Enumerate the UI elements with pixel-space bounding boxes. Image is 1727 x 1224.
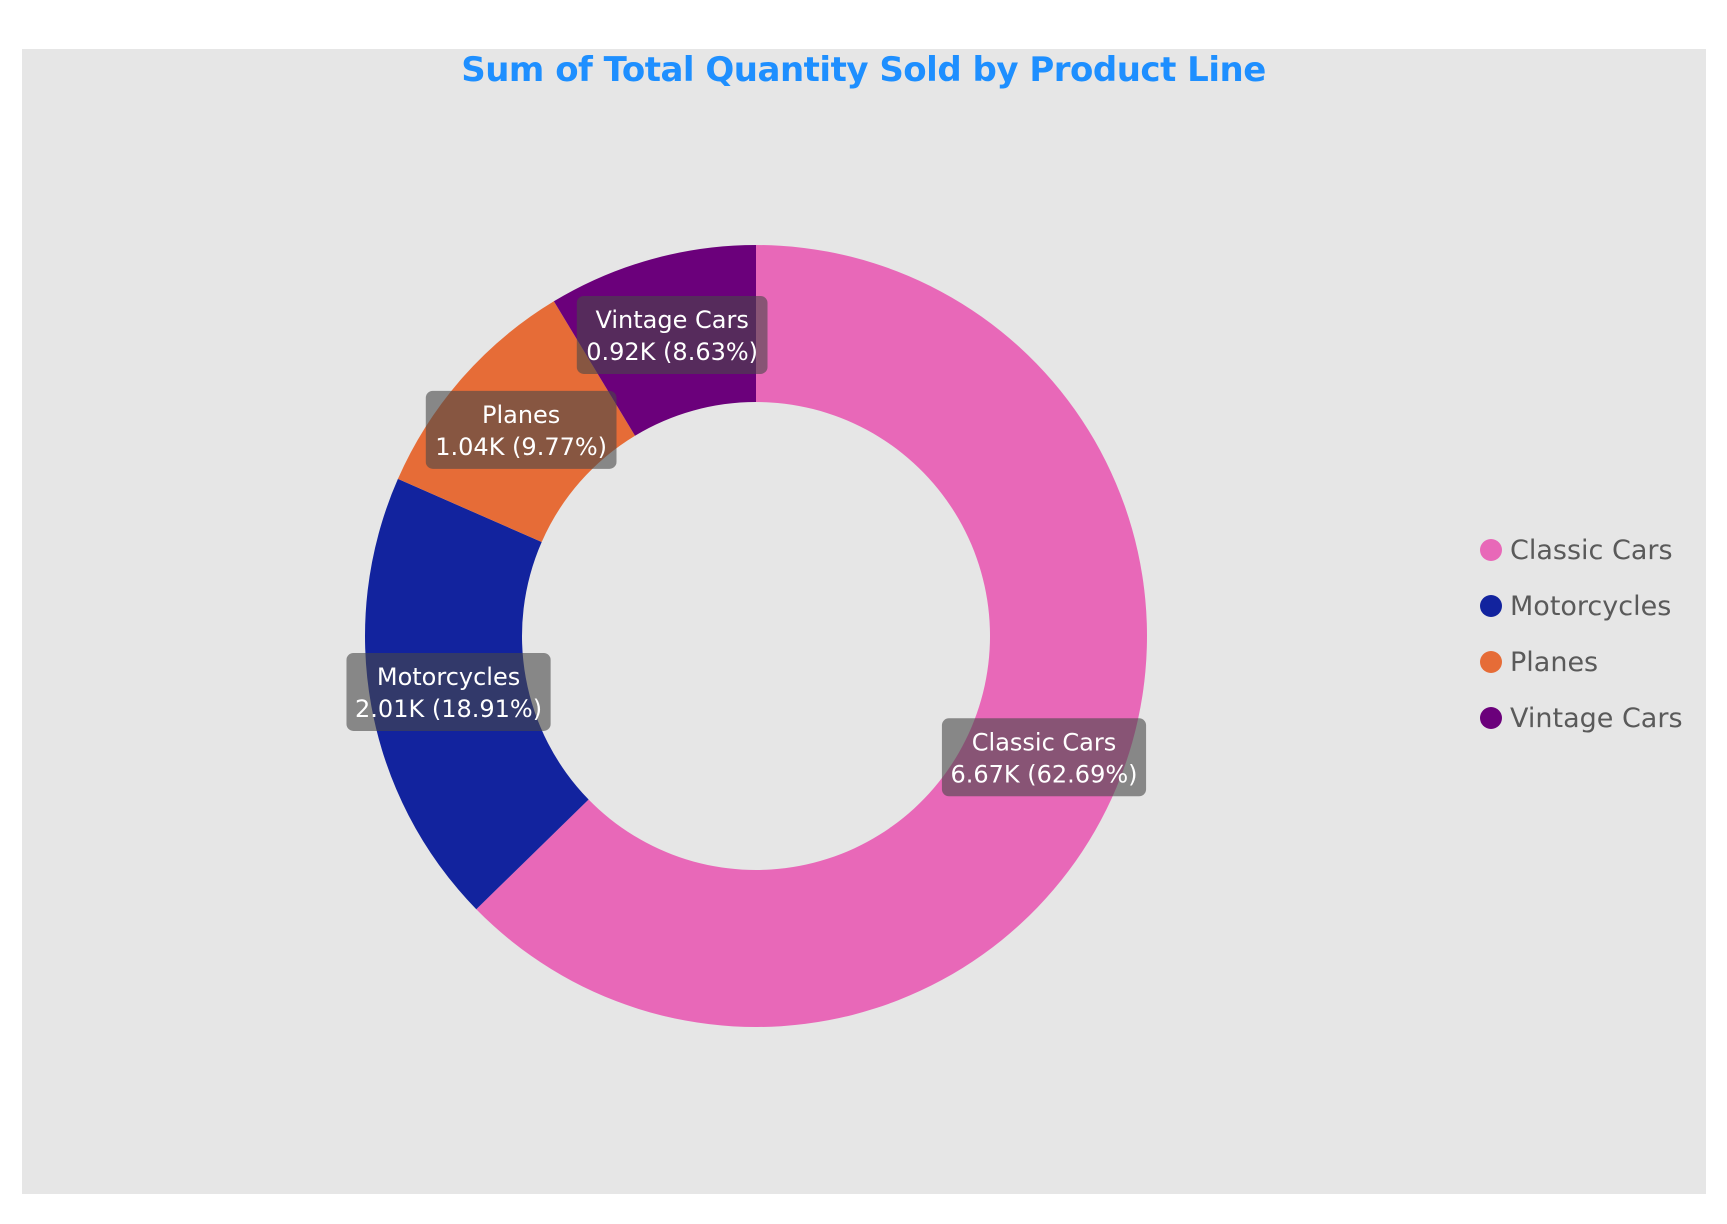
legend-label: Classic Cars [1510, 534, 1673, 566]
data-label-name: Planes [482, 401, 560, 429]
data-label-classic-cars: Classic Cars 6.67K (62.69%) [941, 718, 1147, 797]
data-label-box [346, 652, 551, 731]
data-label-box [425, 390, 617, 469]
legend-swatch-icon [1480, 539, 1502, 561]
data-label-name: Vintage Cars [595, 306, 748, 334]
data-label-name: Classic Cars [972, 728, 1116, 756]
legend-item-motorcycles[interactable]: Motorcycles [1480, 586, 1683, 626]
data-label-box [941, 718, 1147, 797]
legend-item-vintage-cars[interactable]: Vintage Cars [1480, 698, 1683, 738]
slice-classic-cars[interactable] [476, 245, 1147, 1027]
legend-item-classic-cars[interactable]: Classic Cars [1480, 530, 1683, 570]
legend-swatch-icon [1480, 707, 1502, 729]
data-label-value: 6.67K (62.69%) [950, 760, 1137, 788]
legend-item-planes[interactable]: Planes [1480, 642, 1683, 682]
chart-title: Sum of Total Quantity Sold by Product Li… [461, 50, 1266, 90]
data-label-name: Motorcycles [377, 663, 520, 691]
data-label-value: 0.92K (8.63%) [586, 338, 758, 366]
data-label-motorcycles: Motorcycles 2.01K (18.91%) [346, 652, 551, 731]
chart-legend: Classic Cars Motorcycles Planes Vintage Car… [1480, 530, 1683, 754]
data-label-value: 2.01K (18.91%) [355, 695, 542, 723]
data-label-value: 1.04K (9.77%) [435, 433, 607, 461]
data-label-box [576, 295, 768, 374]
legend-swatch-icon [1480, 651, 1502, 673]
legend-label: Vintage Cars [1510, 702, 1683, 734]
legend-swatch-icon [1480, 595, 1502, 617]
data-label-planes: Planes 1.04K (9.77%) [425, 390, 617, 469]
data-label-vintage-cars: Vintage Cars 0.92K (8.63%) [576, 295, 768, 374]
legend-label: Planes [1510, 646, 1599, 678]
legend-label: Motorcycles [1510, 590, 1672, 622]
